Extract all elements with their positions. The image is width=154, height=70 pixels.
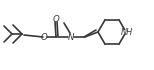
Text: N: N xyxy=(68,32,74,42)
Text: O: O xyxy=(41,32,47,42)
Text: NH: NH xyxy=(121,28,133,36)
Text: O: O xyxy=(53,14,59,24)
